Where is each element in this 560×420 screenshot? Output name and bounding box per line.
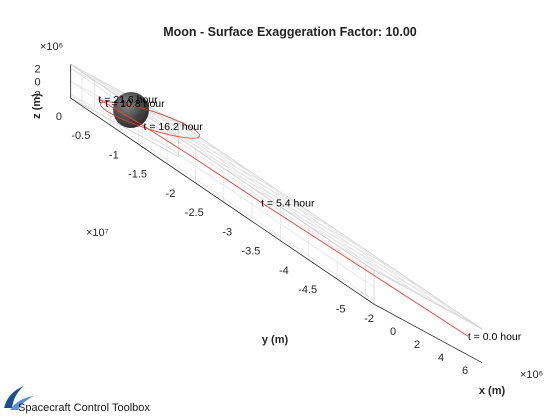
logo-swoosh-icon xyxy=(10,396,34,410)
y-tick-label: -4.5 xyxy=(298,284,317,296)
gridline xyxy=(280,206,389,266)
moon-crater xyxy=(136,113,142,119)
x-tick-label: 2 xyxy=(414,339,420,351)
gridline xyxy=(251,187,361,247)
y-tick-label: -3.5 xyxy=(241,246,260,258)
logo-swoosh-icon xyxy=(4,386,24,408)
x-tick-label: 4 xyxy=(438,352,444,364)
y-tick-label: -1 xyxy=(109,149,119,161)
gridline xyxy=(195,148,304,208)
z-exponent: ×10⁶ xyxy=(40,41,63,53)
chart-title: Moon - Surface Exaggeration Factor: 10.0… xyxy=(163,25,417,39)
sct-logo: Spacecraft Control Toolbox xyxy=(4,386,150,414)
logo-text: Spacecraft Control Toolbox xyxy=(18,402,150,414)
y-tick-label: -3 xyxy=(222,226,232,238)
gridline xyxy=(223,167,332,228)
box-edge xyxy=(178,122,483,330)
orbit-loop xyxy=(100,101,200,139)
y-axis-line xyxy=(70,97,375,305)
time-annotation: t = 5.4 hour xyxy=(261,197,315,209)
time-annotation: t = 21.6 hour xyxy=(98,94,158,106)
box-edge xyxy=(70,97,179,158)
x-tick-label: -2 xyxy=(364,313,374,325)
y-tick-label: -2 xyxy=(166,188,176,200)
gridline xyxy=(308,225,417,285)
y-tick-label: -5 xyxy=(336,303,346,315)
y-tick-label: -0.5 xyxy=(71,130,90,142)
box-edge xyxy=(373,270,483,330)
z-tick-label: -2 xyxy=(31,89,41,101)
time-annotation: t = 16.2 hour xyxy=(144,121,204,133)
gridline xyxy=(336,244,446,305)
orbit-line xyxy=(98,98,469,337)
x-axis-label: x (m) xyxy=(479,385,506,397)
x-tick-label: 6 xyxy=(462,365,468,377)
gridline xyxy=(70,93,375,301)
time-annotations: t = 0.0 hour t = 5.4 hour t = 16.2 hour t =… xyxy=(98,94,521,343)
y-tick-label: -1.5 xyxy=(128,169,147,181)
z-axis-label: z (m) xyxy=(31,93,43,119)
y-tick-label: -2.5 xyxy=(185,207,204,219)
z-tick-label: 2 xyxy=(35,63,41,75)
x-exponent: ×10⁶ xyxy=(520,369,543,381)
gridline xyxy=(138,110,247,170)
gridline xyxy=(365,264,474,324)
x-axis-line xyxy=(373,303,483,364)
orbit-trajectory xyxy=(98,98,469,337)
x-tick-label: 0 xyxy=(390,326,396,338)
z-tick-label: 0 xyxy=(35,76,41,88)
y-axis-label: y (m) xyxy=(262,334,289,346)
y-exponent: ×10⁷ xyxy=(86,227,109,239)
time-annotation: t = 0.0 hour xyxy=(468,331,522,343)
time-annotation: t = 10.8 hour xyxy=(105,98,165,110)
y-tick-label: -4 xyxy=(279,265,289,277)
y-tick-label: 0 xyxy=(56,111,62,123)
axes: 0-0.5-1-1.5-2-2.5-3-3.5-4-4.5-5-2024620-… xyxy=(31,63,483,377)
gridline xyxy=(166,129,276,189)
